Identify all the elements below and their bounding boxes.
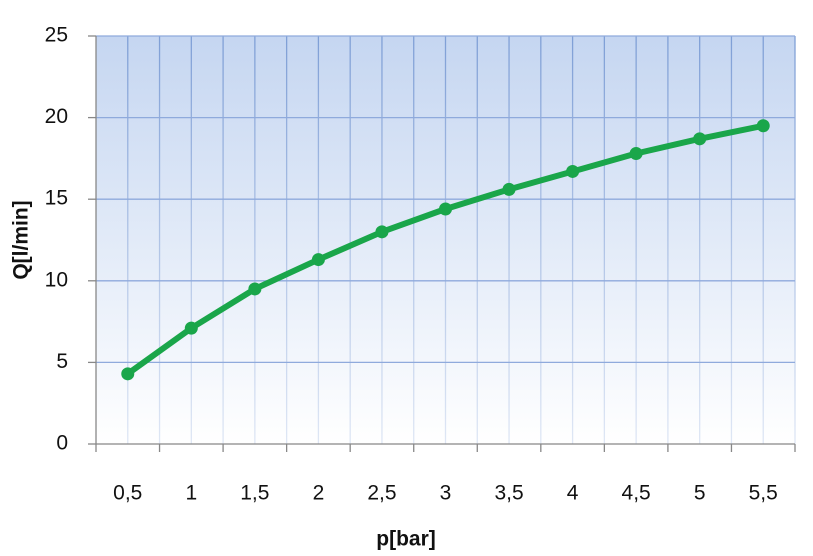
y-tick-label: 15 — [45, 187, 68, 210]
x-tick-label: 1,5 — [240, 482, 269, 505]
data-point — [756, 119, 770, 133]
data-point — [248, 282, 262, 296]
x-tick-label: 3,5 — [494, 482, 523, 505]
x-tick-label: 3 — [440, 482, 452, 505]
y-axis-title: Q[l/min] — [10, 200, 33, 279]
data-point — [629, 147, 643, 161]
data-point — [121, 367, 135, 381]
data-point — [184, 321, 198, 335]
y-tick-label: 5 — [56, 350, 68, 373]
x-tick-label: 1 — [185, 482, 197, 505]
x-axis-title: p[bar] — [376, 528, 436, 551]
data-point — [502, 182, 516, 196]
y-tick-label: 10 — [45, 268, 68, 291]
x-tick-label: 2 — [313, 482, 325, 505]
y-tick-label: 20 — [45, 105, 68, 128]
y-tick-label: 25 — [45, 24, 68, 47]
data-point — [566, 164, 580, 178]
x-tick-label: 5,5 — [749, 482, 778, 505]
x-tick-label: 2,5 — [367, 482, 396, 505]
x-tick-label: 4,5 — [622, 482, 651, 505]
x-tick-label: 5 — [694, 482, 706, 505]
x-tick-label: 0,5 — [113, 482, 142, 505]
y-tick-label: 0 — [56, 432, 68, 455]
x-tick-label: 4 — [567, 482, 579, 505]
data-point — [693, 132, 707, 146]
data-point — [311, 253, 325, 267]
data-point — [375, 225, 389, 239]
data-point — [439, 202, 452, 216]
